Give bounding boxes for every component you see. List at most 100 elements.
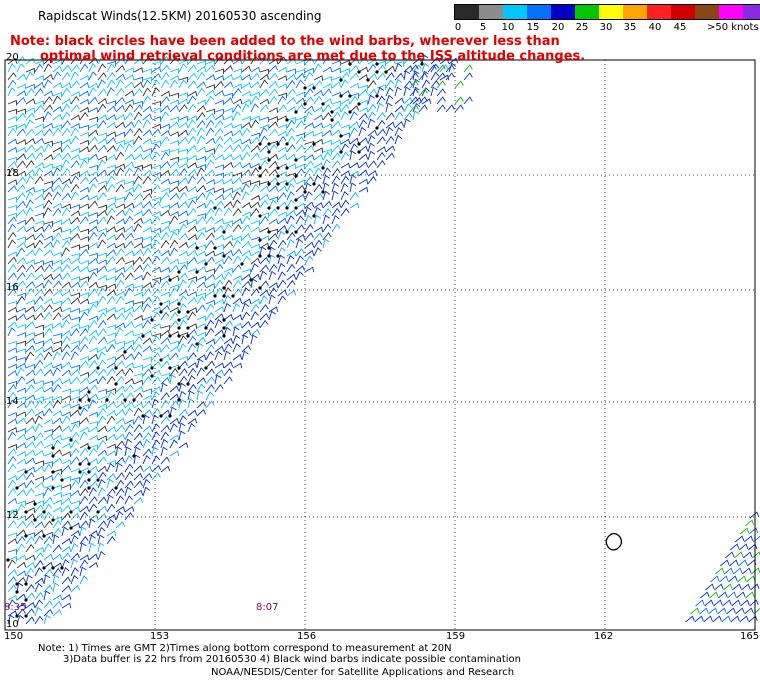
- wind-barb: [313, 122, 324, 129]
- wind-barb: [97, 103, 107, 113]
- wind-barb: [259, 56, 270, 65]
- contamination-dot: [123, 398, 127, 402]
- wind-barb: [151, 276, 162, 283]
- contamination-dot: [240, 262, 244, 266]
- wind-barb: [79, 355, 90, 362]
- wind-barb: [124, 486, 132, 497]
- wind-barb: [7, 108, 18, 115]
- wind-barb: [304, 130, 315, 137]
- wind-barb: [151, 431, 160, 441]
- wind-barb: [418, 104, 428, 113]
- wind-barb: [340, 68, 351, 74]
- wind-barb: [448, 57, 459, 65]
- wind-barb: [376, 136, 386, 145]
- wind-barb: [250, 180, 261, 186]
- contamination-dot: [177, 382, 181, 386]
- wind-barb: [70, 512, 80, 521]
- lon-label-156: 156: [297, 631, 317, 642]
- wind-barb: [178, 368, 188, 377]
- wind-barb: [178, 115, 189, 122]
- wind-barb: [178, 272, 188, 281]
- wind-barb: [241, 90, 252, 97]
- wind-barb: [160, 256, 170, 265]
- wind-barb: [241, 302, 250, 313]
- wind-barb: [79, 371, 90, 378]
- wind-barb: [142, 243, 153, 249]
- wind-barb: [7, 487, 17, 497]
- wind-barb: [340, 182, 349, 193]
- contamination-dot: [420, 62, 424, 66]
- wind-barb: [160, 148, 171, 155]
- wind-barb: [232, 83, 243, 90]
- wind-barb: [259, 116, 269, 123]
- wind-barb: [52, 259, 63, 266]
- wind-barb: [295, 238, 304, 249]
- wind-barb: [115, 87, 125, 97]
- wind-barb: [106, 137, 117, 145]
- wind-barb: [358, 84, 369, 91]
- wind-barb: [367, 111, 377, 121]
- wind-barb: [7, 156, 18, 163]
- wind-barb: [178, 250, 189, 257]
- wind-barb: [205, 250, 216, 257]
- wind-barb: [430, 63, 440, 73]
- wind-barb: [250, 321, 261, 329]
- wind-barb: [695, 599, 705, 607]
- wind-barb: [178, 375, 188, 385]
- wind-barb: [70, 388, 81, 395]
- wind-barb: [43, 235, 54, 242]
- wind-barb: [232, 326, 240, 337]
- wind-barb: [115, 73, 126, 81]
- wind-barb: [124, 330, 135, 337]
- wind-barb: [34, 145, 45, 153]
- wind-barb: [151, 408, 161, 417]
- wind-barb: [70, 307, 81, 314]
- contamination-dot: [339, 94, 343, 98]
- wind-barb: [133, 335, 143, 345]
- wind-barb: [187, 72, 197, 81]
- wind-barb: [97, 311, 107, 321]
- wind-barb: [16, 387, 27, 394]
- wind-barb: [694, 615, 704, 623]
- wind-barb: [43, 73, 54, 81]
- wind-barb: [97, 359, 107, 369]
- wind-barb: [729, 543, 740, 551]
- wind-barb: [304, 160, 314, 169]
- wind-barb: [160, 249, 171, 257]
- wind-barb: [133, 364, 144, 371]
- wind-barb: [232, 224, 242, 233]
- wind-barb: [52, 191, 62, 201]
- lat-label-10: 10: [6, 619, 19, 630]
- wind-barb: [205, 290, 216, 297]
- lat-label-12: 12: [6, 510, 19, 521]
- wind-barb: [70, 409, 81, 417]
- wind-barb: [160, 431, 170, 441]
- wind-barb: [16, 219, 27, 226]
- wind-barb: [61, 504, 71, 513]
- wind-barb: [7, 532, 17, 538]
- wind-barb: [106, 514, 117, 521]
- wind-barb: [25, 144, 35, 153]
- wind-barb: [16, 489, 27, 497]
- wind-barb: [61, 369, 72, 377]
- wind-barb: [286, 119, 296, 129]
- wind-barb: [97, 180, 108, 187]
- wind-barb: [43, 153, 54, 161]
- contamination-dot: [222, 318, 226, 322]
- wind-barb: [16, 411, 27, 418]
- wind-barb: [214, 143, 224, 153]
- wind-barb: [97, 159, 106, 169]
- wind-barb: [25, 160, 35, 169]
- wind-barb: [61, 497, 72, 505]
- contamination-dot: [204, 262, 208, 266]
- wind-barb: [214, 127, 224, 137]
- wind-barb: [88, 144, 98, 153]
- wind-barb: [376, 128, 386, 137]
- wind-barb: [205, 169, 216, 177]
- wind-barb: [277, 92, 288, 99]
- wind-barb: [133, 100, 144, 107]
- contamination-dot: [51, 470, 55, 474]
- wind-barb: [349, 137, 360, 145]
- wind-barb: [196, 367, 205, 377]
